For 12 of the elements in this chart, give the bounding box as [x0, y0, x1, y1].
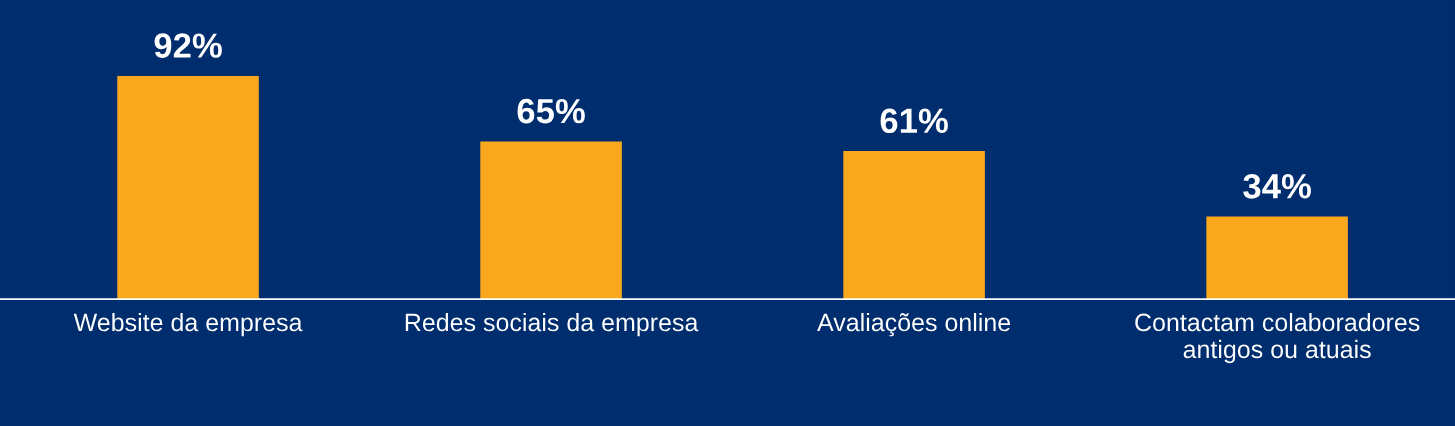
- data-label: 92%: [154, 33, 222, 58]
- bar: [480, 141, 622, 300]
- data-label: 34%: [1243, 174, 1311, 199]
- bar: [843, 151, 985, 300]
- data-label: 65%: [517, 98, 585, 124]
- x-tick-label: Website da empresa: [73, 312, 303, 337]
- x-tick-label: Contactam colaboradores antigos ou atuais: [1135, 312, 1420, 364]
- data-label: 61%: [880, 108, 948, 134]
- x-tick-label: Redes sociais da empresa: [405, 312, 699, 337]
- x-tick-label: Avaliações online: [817, 312, 1011, 337]
- bar: [117, 75, 259, 300]
- bar: [1206, 216, 1348, 300]
